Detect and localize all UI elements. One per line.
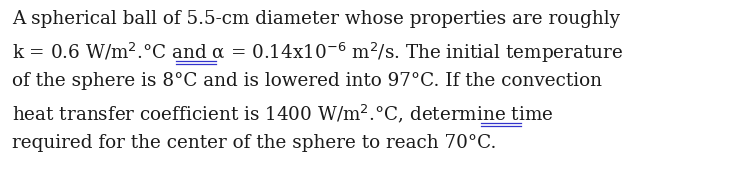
Text: of the sphere is 8°C and is lowered into 97°C. If the convection: of the sphere is 8°C and is lowered into… — [12, 72, 602, 90]
Text: k = 0.6 W/m$^{2}$.°C and α = 0.14x10$^{-6}$ m$^{2}$/s. The initial temperature: k = 0.6 W/m$^{2}$.°C and α = 0.14x10$^{-… — [12, 41, 623, 65]
Text: A spherical ball of 5.5-cm diameter whose properties are roughly: A spherical ball of 5.5-cm diameter whos… — [12, 10, 620, 28]
Text: heat transfer coefficient is 1400 W/m$^{2}$.°C, determine time: heat transfer coefficient is 1400 W/m$^{… — [12, 103, 554, 125]
Text: required for the center of the sphere to reach 70°C.: required for the center of the sphere to… — [12, 134, 497, 152]
